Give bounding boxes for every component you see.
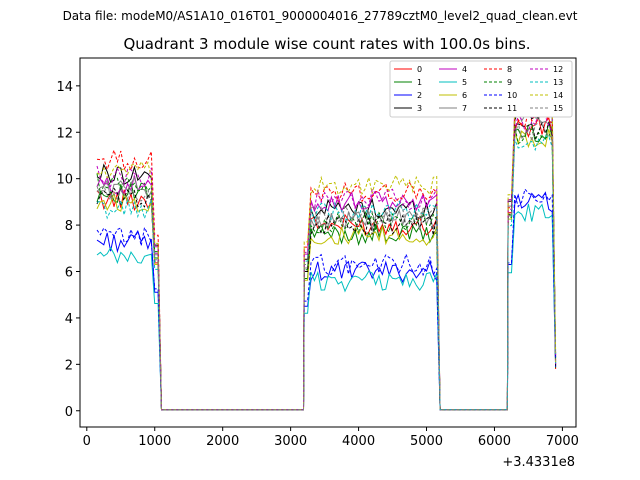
y-tick-label: 12 (56, 126, 73, 141)
legend-label: 13 (553, 78, 563, 87)
y-tick-label: 8 (65, 219, 73, 234)
x-tick-label: 6000 (478, 434, 511, 449)
x-offset-label: +3.4331e8 (502, 455, 575, 470)
axes-frame (79, 57, 577, 428)
legend-label: 7 (462, 104, 467, 113)
legend-label: 3 (417, 104, 422, 113)
x-tick-label: 4000 (342, 434, 375, 449)
series-line-13 (96, 135, 557, 411)
plot-area (79, 57, 577, 428)
chart-title: Quadrant 3 module wise count rates with … (123, 35, 530, 53)
x-tick-label: 3000 (274, 434, 307, 449)
legend-label: 11 (507, 104, 517, 113)
x-tick-label: 2000 (206, 434, 239, 449)
x-tick-label: 7000 (546, 434, 579, 449)
x-axis: 0 1000 2000 3000 4000 5000 6000 7000 (83, 427, 579, 449)
x-tick-label: 1000 (138, 434, 171, 449)
legend-label: 5 (462, 78, 467, 87)
legend-label: 2 (417, 91, 422, 100)
y-tick-label: 2 (65, 358, 73, 373)
legend-label: 1 (417, 78, 422, 87)
legend-label: 6 (462, 91, 467, 100)
x-tick-label: 0 (83, 434, 91, 449)
x-tick-label: 5000 (410, 434, 443, 449)
legend-label: 4 (462, 65, 467, 74)
series-line-15 (96, 121, 557, 411)
legend-box (389, 60, 573, 118)
data-file-caption: Data file: modeM0/AS1A10_016T01_90000040… (63, 9, 578, 23)
y-tick-label: 0 (65, 405, 73, 420)
legend-label: 0 (417, 65, 422, 74)
legend-label: 12 (553, 65, 563, 74)
y-tick-label: 4 (65, 312, 73, 327)
legend-label: 15 (553, 104, 563, 113)
y-tick-label: 14 (56, 80, 73, 95)
legend-label: 8 (507, 65, 512, 74)
y-tick-label: 10 (56, 173, 73, 188)
legend-label: 9 (507, 78, 512, 87)
series-layer (96, 94, 557, 411)
legend-label: 10 (507, 91, 517, 100)
y-tick-label: 6 (65, 266, 73, 281)
y-axis: 0 2 4 6 8 10 12 14 (56, 80, 80, 420)
legend-label: 14 (553, 91, 563, 100)
